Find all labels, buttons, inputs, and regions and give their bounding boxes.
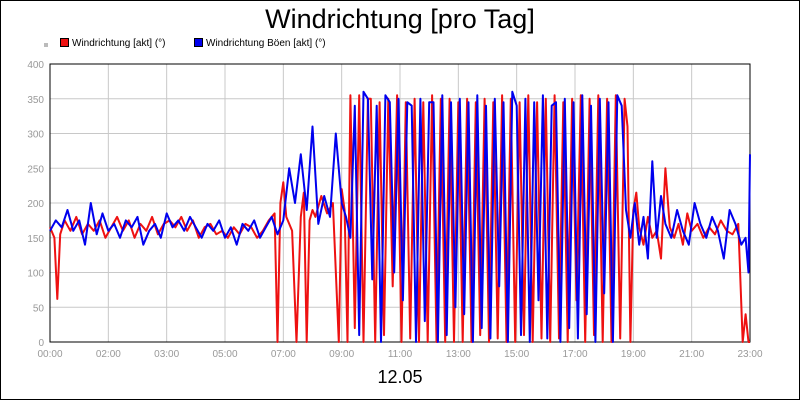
legend-label-gust-direction: Windrichtung Böen [akt] (°) xyxy=(206,38,326,49)
x-tick-label: 19:00 xyxy=(621,349,646,360)
y-tick-label: 300 xyxy=(27,130,44,141)
legend-item-gust-direction: Windrichtung Böen [akt] (°) xyxy=(194,38,326,49)
x-tick-label: 03:00 xyxy=(154,349,179,360)
series-line-gust-direction xyxy=(49,90,751,343)
x-tick-label: 23:00 xyxy=(737,349,762,360)
x-tick-label: 09:00 xyxy=(329,349,354,360)
legend-label-wind-direction: Windrichtung [akt] (°) xyxy=(72,38,166,49)
x-axis-category-label: 12.05 xyxy=(377,367,423,387)
x-tick-label: 11:00 xyxy=(388,349,413,360)
x-tick-label: 02:00 xyxy=(96,349,121,360)
legend-swatch-wind-direction xyxy=(60,38,69,47)
x-tick-label: 21:00 xyxy=(679,349,704,360)
x-tick-label: 15:00 xyxy=(504,349,529,360)
y-tick-label: 250 xyxy=(27,164,44,175)
legend-marker xyxy=(44,43,48,47)
legend-swatch-gust-direction xyxy=(194,38,203,47)
y-tick-label: 350 xyxy=(27,95,44,106)
y-tick-label: 0 xyxy=(38,338,44,349)
y-tick-label: 150 xyxy=(27,234,44,245)
chart-title: Windrichtung [pro Tag] xyxy=(265,4,535,34)
y-tick-label: 50 xyxy=(33,303,45,314)
legend-item-wind-direction: Windrichtung [akt] (°) xyxy=(60,38,165,49)
series-line-wind-direction xyxy=(49,94,750,343)
x-tick-label: 17:00 xyxy=(562,349,587,360)
x-tick-label: 00:00 xyxy=(37,349,62,360)
y-tick-label: 200 xyxy=(27,199,44,210)
y-tick-label: 100 xyxy=(27,269,44,280)
y-tick-label: 400 xyxy=(27,60,44,71)
x-tick-label: 05:00 xyxy=(212,349,237,360)
x-tick-label: 07:00 xyxy=(271,349,296,360)
x-tick-label: 13:00 xyxy=(446,349,471,360)
